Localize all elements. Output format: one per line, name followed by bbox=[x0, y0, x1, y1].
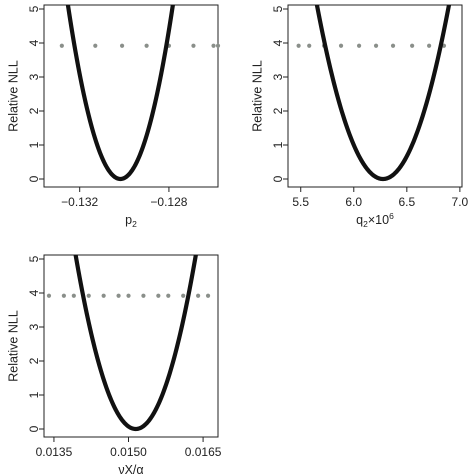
threshold-point bbox=[356, 43, 362, 48]
x-tick-label: 0.0165 bbox=[185, 445, 222, 459]
panel-3: 0 1 2 3 4 5 0.0135 0.0150 0.0165 Relative NLL νX/α bbox=[6, 254, 222, 476]
threshold-point bbox=[61, 293, 66, 298]
plot-frame bbox=[43, 4, 219, 188]
y-tick-label: 1 bbox=[27, 391, 41, 398]
threshold-point bbox=[119, 43, 125, 48]
threshold-point bbox=[86, 293, 91, 298]
threshold-point bbox=[141, 293, 146, 298]
threshold-point bbox=[205, 293, 211, 298]
threshold-point bbox=[101, 293, 106, 298]
x-tick-label: −0.128 bbox=[150, 195, 187, 209]
x-axis-title: p2 bbox=[125, 213, 137, 229]
y-tick-label: 0 bbox=[27, 425, 41, 432]
x-tick-label: 5.5 bbox=[292, 195, 309, 209]
threshold-point bbox=[211, 43, 216, 48]
y-tick-label: 3 bbox=[271, 73, 285, 80]
y-tick-label: 1 bbox=[271, 141, 285, 148]
threshold-point bbox=[338, 43, 344, 48]
y-tick-label: 3 bbox=[27, 323, 41, 330]
y-tick-label: 3 bbox=[27, 73, 41, 80]
threshold-point bbox=[215, 43, 221, 48]
threshold-point bbox=[156, 293, 161, 298]
threshold-point bbox=[46, 293, 52, 298]
y-tick-label: 1 bbox=[27, 141, 41, 148]
y-tick-label: 5 bbox=[27, 5, 41, 12]
y-tick-label: 4 bbox=[27, 39, 41, 46]
x-tick-label: 6.0 bbox=[345, 195, 362, 209]
y-tick-label: 2 bbox=[271, 107, 285, 114]
threshold-point bbox=[410, 43, 415, 48]
y-axis-title: Relative NLL bbox=[250, 60, 264, 132]
y-tick-label: 5 bbox=[27, 255, 41, 262]
x-tick-label: 6.5 bbox=[398, 195, 415, 209]
plot-frame bbox=[287, 4, 463, 188]
threshold-point bbox=[144, 43, 149, 48]
nll-curve bbox=[65, 5, 175, 182]
threshold-point bbox=[181, 293, 186, 298]
x-axis-title: νX/α bbox=[118, 463, 143, 476]
threshold-point bbox=[71, 293, 76, 298]
nll-curve bbox=[73, 255, 198, 432]
plot-frame bbox=[43, 254, 219, 438]
y-tick-label: 0 bbox=[27, 175, 41, 182]
threshold-point bbox=[307, 43, 312, 48]
x-tick-label: 7.0 bbox=[452, 195, 469, 209]
threshold-point bbox=[427, 43, 432, 48]
y-axis-title: Relative NLL bbox=[6, 310, 20, 382]
y-axis-title: Relative NLL bbox=[6, 60, 20, 132]
panel-2: 0 1 2 3 4 5 5.5 6.0 6.5 7.0 Relative NLL q2×106 bbox=[250, 4, 469, 229]
threshold-point bbox=[373, 43, 379, 48]
threshold-point bbox=[296, 43, 301, 48]
threshold-point bbox=[390, 43, 396, 48]
threshold-point bbox=[191, 43, 196, 48]
y-tick-label: 4 bbox=[271, 39, 285, 46]
panel-1: 0 1 2 3 4 5 −0.132 −0.128 Relative NLL p2 bbox=[6, 4, 221, 229]
threshold-point bbox=[196, 293, 201, 298]
threshold-point bbox=[59, 43, 64, 48]
y-tick-label: 4 bbox=[27, 289, 41, 296]
x-tick-label: −0.132 bbox=[61, 195, 98, 209]
x-axis-title: q2×106 bbox=[356, 211, 394, 229]
y-tick-label: 2 bbox=[27, 357, 41, 364]
x-tick-label: 0.0150 bbox=[110, 445, 147, 459]
x-tick-label: 0.0135 bbox=[36, 445, 73, 459]
threshold-point bbox=[166, 293, 171, 298]
nll-curve bbox=[314, 5, 452, 182]
y-tick-label: 5 bbox=[271, 5, 285, 12]
y-tick-label: 0 bbox=[271, 175, 285, 182]
threshold-point bbox=[116, 293, 121, 298]
threshold-point bbox=[93, 43, 98, 48]
y-tick-label: 2 bbox=[27, 107, 41, 114]
threshold-point bbox=[126, 293, 131, 298]
